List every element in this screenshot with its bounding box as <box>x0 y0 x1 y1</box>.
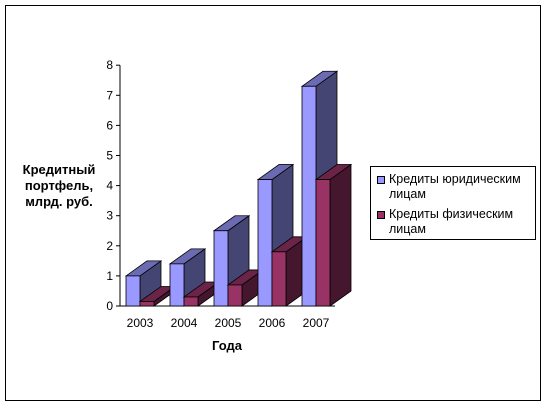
chart-axes: 0 1 2 3 4 5 6 7 8 2003 2004 2005 2006 2007 <box>106 58 335 330</box>
y-axis-title-line-2: портфель, <box>25 178 93 193</box>
y-tick-label: 1 <box>106 269 113 283</box>
legend-item-series-1: Кредиты юридическим лицам <box>377 172 539 202</box>
legend-label-series-2: Кредиты физическим лицам <box>389 207 514 236</box>
legend-swatch-series-2 <box>377 211 385 219</box>
y-axis-title-line-3: млрд. руб. <box>25 194 93 209</box>
legend-item-series-2: Кредиты физическим лицам <box>377 207 539 237</box>
y-tick-label: 4 <box>106 179 113 193</box>
y-tick-label: 6 <box>106 118 113 132</box>
x-tick-label: 2003 <box>127 316 154 330</box>
y-tick-label: 2 <box>106 239 113 253</box>
x-axis-title: Года <box>212 338 243 353</box>
bar-series-1-2003-front <box>125 275 141 307</box>
y-tick-label: 7 <box>106 88 113 102</box>
bar-series-2-2007 <box>314 163 353 307</box>
bar-series-1-2007-front <box>301 85 317 307</box>
bar-series-2-2007-side <box>329 163 352 307</box>
y-tick-label: 8 <box>106 58 113 72</box>
y-axis-title-line-1: Кредитный <box>23 162 96 177</box>
bar-series-2-2007-front <box>315 179 331 307</box>
legend-swatch-series-1 <box>377 176 385 184</box>
bar-group <box>124 70 353 307</box>
x-tick-label: 2007 <box>303 316 330 330</box>
bar-series-2-2003-front <box>139 301 155 307</box>
legend: Кредиты юридическим лицам Кредиты физиче… <box>370 166 536 240</box>
y-tick-label: 5 <box>106 149 113 163</box>
bar-series-2-2006-front <box>271 251 287 307</box>
bar-series-2-2005 <box>226 269 265 307</box>
y-tick-label: 3 <box>106 209 113 223</box>
x-tick-label: 2005 <box>215 316 242 330</box>
y-tick-label: 0 <box>106 299 113 313</box>
bar-series-2-2005-front <box>227 284 243 307</box>
y-axis-title: Кредитный портфель, млрд. руб. <box>23 162 96 209</box>
x-tick-label: 2006 <box>259 316 286 330</box>
bar-series-1-2004 <box>168 248 207 307</box>
legend-label-series-1: Кредиты юридическим лицам <box>389 172 521 201</box>
x-tick-label: 2004 <box>171 316 198 330</box>
bar-series-1-2004-front <box>169 263 185 307</box>
bar-series-1-2005-front <box>213 230 229 307</box>
bar-series-2-2004-front <box>183 296 199 307</box>
bar-series-1-2006-front <box>257 179 273 307</box>
